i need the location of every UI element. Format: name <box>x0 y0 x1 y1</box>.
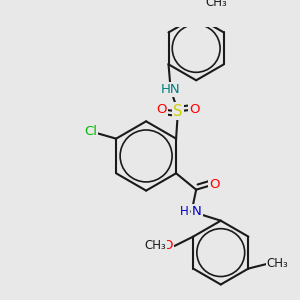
Text: Cl: Cl <box>84 125 97 138</box>
Text: O: O <box>189 103 200 116</box>
Text: HN: HN <box>161 83 181 96</box>
Text: H: H <box>180 205 189 218</box>
Text: O: O <box>156 103 167 116</box>
Text: CH₃: CH₃ <box>267 257 289 271</box>
Text: N: N <box>192 205 202 218</box>
Text: CH₃: CH₃ <box>144 239 166 252</box>
Text: O: O <box>209 178 220 191</box>
Text: O: O <box>162 239 173 252</box>
Text: S: S <box>173 104 183 119</box>
Text: CH₃: CH₃ <box>205 0 227 9</box>
